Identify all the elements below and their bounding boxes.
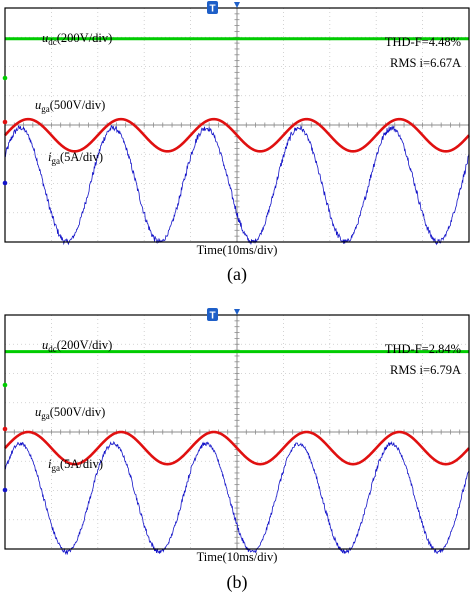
- iga-label-scale: (5A/div): [60, 457, 103, 471]
- uga-label-scale: (500V/div): [50, 405, 106, 419]
- uga-label-subscript: ga: [41, 411, 50, 421]
- uga-label: uga(500V/div): [35, 405, 105, 421]
- channel-ref-marker: [2, 382, 8, 388]
- uga-label-scale: (500V/div): [50, 98, 106, 112]
- iga-label: iga(5A/div): [48, 150, 103, 166]
- iga-label-scale: (5A/div): [60, 150, 103, 164]
- iga-label-symbol: i: [48, 150, 52, 164]
- uga-label: uga(500V/div): [35, 98, 105, 114]
- uga-trace: [4, 430, 470, 466]
- trigger-marker-box: [207, 308, 218, 321]
- udc-label: udc(200V/div): [42, 338, 112, 354]
- udc-label-symbol: u: [42, 31, 48, 45]
- channel-ref-marker: [2, 180, 8, 186]
- uga-label-symbol: u: [35, 98, 41, 112]
- trigger-marker-box: [207, 1, 218, 14]
- iga-trace: [4, 124, 470, 246]
- panel-b-xlabel: Time(10ms/div): [197, 550, 278, 564]
- iga-trace: [4, 440, 470, 556]
- udc-label-symbol: u: [42, 338, 48, 352]
- channel-ref-marker: [2, 119, 8, 125]
- uga-trace: [4, 117, 470, 153]
- panel-a: Tudc(200V/div)uga(500V/div)iga(5A/div)TH…: [2, 1, 470, 246]
- uga-label-subscript: ga: [41, 104, 50, 114]
- udc-label-scale: (200V/div): [57, 31, 113, 45]
- iga-label-subscript: ga: [51, 463, 60, 473]
- uga-label-symbol: u: [35, 405, 41, 419]
- iga-label-symbol: i: [48, 457, 52, 471]
- iga-label: iga(5A/div): [48, 457, 103, 473]
- panel-a-caption: (a): [227, 264, 247, 285]
- channel-ref-marker: [2, 75, 8, 81]
- panel-b-caption: (b): [227, 572, 248, 593]
- iga-label-subscript: ga: [51, 156, 60, 166]
- trigger-marker: T: [207, 1, 218, 15]
- udc-label: udc(200V/div): [42, 31, 112, 47]
- panel-a-xlabel: Time(10ms/div): [197, 243, 278, 257]
- rms-annotation: RMS i=6.79A: [390, 363, 461, 377]
- thd-annotation: THD-F=4.48%: [385, 35, 461, 49]
- channel-ref-marker: [2, 426, 8, 432]
- trigger-marker-label: T: [209, 311, 215, 322]
- udc-label-scale: (200V/div): [57, 338, 113, 352]
- channel-ref-marker: [2, 487, 8, 493]
- trigger-marker-label: T: [209, 4, 215, 15]
- thd-annotation: THD-F=2.84%: [385, 342, 461, 356]
- trigger-position-arrow: [234, 309, 240, 315]
- udc-label-subscript: dc: [48, 344, 57, 354]
- trigger-marker: T: [207, 308, 218, 322]
- trigger-position-arrow: [234, 2, 240, 8]
- udc-label-subscript: dc: [48, 37, 57, 47]
- panel-b: Tudc(200V/div)uga(500V/div)iga(5A/div)TH…: [2, 308, 470, 556]
- rms-annotation: RMS i=6.67A: [390, 56, 461, 70]
